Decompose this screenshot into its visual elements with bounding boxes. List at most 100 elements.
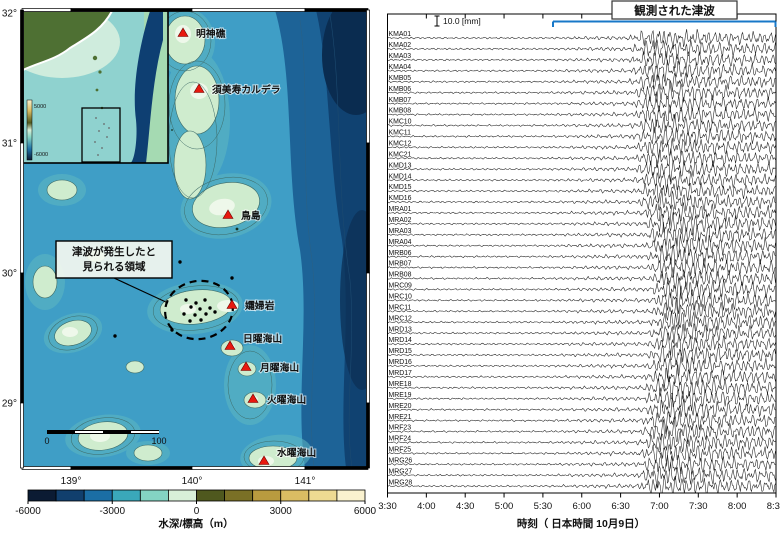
waveform-trace: [387, 398, 776, 420]
epicenter-dot: [213, 310, 217, 314]
station-label: MRA01: [389, 206, 412, 213]
waveform-trace: [387, 72, 776, 92]
waveform-trace: [387, 104, 776, 127]
waveform-trace: [387, 257, 776, 279]
colorbar-cell: [196, 489, 225, 502]
volcano-label: 孀婦岩: [244, 299, 275, 312]
colorbar-tick-label: -3000: [99, 506, 125, 517]
observed-tsunami-bracket: [552, 20, 777, 27]
inset-trench: [130, 11, 163, 163]
inset-colorbar: [26, 99, 33, 161]
frame-segment: [20, 9, 24, 144]
station-label: KMB05: [389, 75, 412, 82]
annotation-line1: 津波が発生したと: [72, 245, 156, 258]
epicenter-dot: [198, 307, 202, 311]
station-label: MRF25: [389, 447, 412, 454]
inset-epicenter-speckles: [94, 117, 110, 156]
station-label: KMD15: [389, 184, 412, 191]
station-label: MRC09: [389, 283, 413, 290]
station-label: MRE21: [389, 414, 412, 421]
waveform-trace: [387, 356, 776, 379]
colorbar-cell: [336, 489, 366, 502]
tsunami-label-box: [611, 0, 738, 20]
waveform-trace: [387, 410, 776, 435]
station-label: MRA02: [389, 217, 412, 224]
inset-land-honshu: [23, 11, 114, 72]
epicenter-dot: [184, 298, 188, 302]
epicenter-dot: [230, 276, 234, 280]
station-label: KMC10: [389, 119, 412, 126]
station-label: KMA01: [389, 31, 412, 38]
waveform-trace: [387, 462, 776, 489]
frame-segment: [366, 9, 370, 144]
station-label: MRF23: [389, 425, 412, 432]
volcano-triangle-icon: [224, 340, 236, 350]
station-label: KMD13: [389, 162, 412, 169]
station-label: KMC11: [389, 130, 412, 137]
volcano-label: 水曜海山: [277, 446, 316, 459]
time-tick-label: 5:30: [534, 501, 553, 512]
waveform-trace: [387, 159, 776, 182]
time-tick-label: 7:00: [650, 501, 669, 512]
waveform-trace: [387, 277, 776, 300]
inset-map: 5000 -6000: [22, 10, 169, 164]
frame-segment: [304, 466, 369, 470]
volcano-triangle-icon: [177, 27, 189, 37]
time-tick-label: 8:00: [728, 501, 747, 512]
volcano-label: 日曜海山: [243, 332, 282, 345]
epicenter-dot: [194, 301, 198, 305]
frame-segment: [191, 8, 306, 12]
station-label: KMB08: [389, 108, 412, 115]
station-label: MRD14: [389, 337, 413, 344]
waveform-trace: [387, 364, 776, 389]
waveform-trace: [387, 114, 776, 136]
station-label: KMA03: [389, 53, 412, 60]
frame-segment: [304, 8, 369, 12]
station-label: MRE19: [389, 392, 412, 399]
colorbar-title: 水深/標高（m）: [157, 517, 233, 530]
colorbar-tick-label: 3000: [270, 506, 293, 517]
waveform-trace: [387, 51, 776, 71]
colorbar-tick-label: 6000: [354, 506, 377, 517]
station-label: MRD16: [389, 359, 413, 366]
annotation-box: [55, 240, 173, 279]
station-label: MRG26: [389, 457, 413, 464]
waveform-trace: [387, 59, 776, 83]
colorbar-cell: [308, 489, 338, 502]
epicenter-dots: [113, 260, 234, 338]
epicenter-dot: [199, 318, 203, 322]
lon-label: 141°: [295, 476, 316, 487]
waveform-trace: [387, 79, 776, 103]
annotation-line2: 見られる領域: [82, 260, 146, 273]
waveform-trace: [387, 417, 776, 443]
station-label: MRE18: [389, 381, 412, 388]
epicenter-dot: [204, 312, 208, 316]
time-axis-ticks: 3:30 4:00 4:30 5:00 5:30 6:00 6:30 7:00 7:30 8:00…: [378, 14, 780, 512]
station-label: KMD16: [389, 195, 412, 202]
colorbar-cell: [139, 489, 169, 502]
colorbar-cell: [168, 489, 197, 502]
volcano-label: 鳥島: [241, 209, 261, 222]
map-panel: 津波が発生したと 見られる領域 明神礁須美寿カルデラ鳥島孀婦岩日曜海山月曜海山火…: [2, 8, 377, 530]
station-label: KMC21: [389, 151, 412, 158]
inset-study-area-rect: [81, 107, 121, 163]
volcano-triangle-icon: [193, 83, 205, 93]
waveform-trace: [387, 475, 776, 493]
scalebar-start-label: 0: [44, 436, 49, 446]
station-label: MRD17: [389, 370, 413, 377]
waveform-trace: [387, 454, 776, 475]
time-tick-label: 7:30: [689, 501, 708, 512]
waveform-trace: [387, 221, 776, 247]
lat-label: 32°: [2, 9, 17, 20]
lat-label: 29°: [2, 399, 17, 410]
station-label: MRA04: [389, 239, 412, 246]
colorbar-tick-label: 0: [194, 506, 200, 517]
epicenter-dot: [188, 319, 192, 323]
waveform-trace: [387, 202, 776, 227]
frame-segment: [20, 272, 24, 404]
frame-segment: [366, 402, 370, 469]
station-label: KMB06: [389, 86, 412, 93]
station-label: MRB06: [389, 250, 412, 257]
